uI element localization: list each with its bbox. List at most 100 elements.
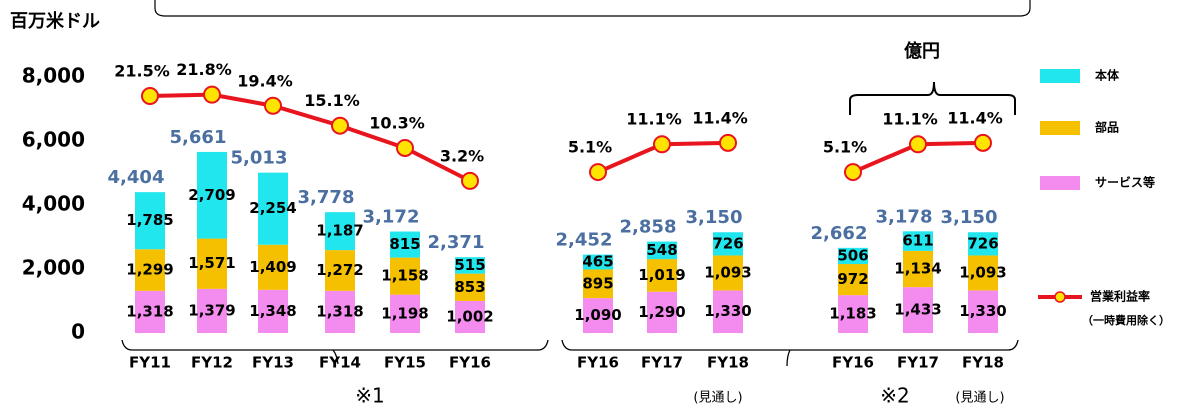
- total-label: 3,150: [686, 207, 743, 228]
- x-tick-label: FY16: [449, 354, 491, 372]
- x-tick-label: FY18: [962, 354, 1004, 372]
- x-tick-label: FY13: [252, 354, 294, 372]
- bar-segment: [713, 232, 743, 256]
- bracket: [849, 81, 1016, 115]
- segment-label: 895: [582, 274, 613, 292]
- annotation: ※2: [880, 384, 909, 408]
- bar-segment: [968, 290, 998, 333]
- total-label: 4,404: [108, 167, 165, 188]
- segment-label: 1,785: [126, 211, 173, 229]
- segment-label: 1,299: [126, 261, 173, 279]
- y-tick-label: 4,000: [22, 192, 85, 216]
- bar-segment: [968, 255, 998, 291]
- annotation: (見通し): [693, 391, 742, 406]
- margin-marker: [461, 171, 479, 190]
- bracket: [332, 349, 339, 365]
- bar-segment: [903, 231, 933, 251]
- bar-segment: [325, 290, 355, 333]
- bar-segment: [197, 238, 227, 289]
- margin-label: 21.5%: [114, 62, 170, 81]
- segment-label: 1,093: [704, 263, 751, 281]
- legend-swatch: [1040, 176, 1080, 190]
- bar-segment: [197, 151, 227, 239]
- legend-label: 本体: [1095, 68, 1120, 83]
- x-tick-label: FY14: [319, 354, 361, 372]
- segment-label: 1,433: [894, 301, 941, 319]
- bar-segment: [838, 247, 868, 265]
- segment-label: 1,272: [316, 261, 363, 279]
- bar-segment: [713, 290, 743, 333]
- bar-segment: [713, 255, 743, 291]
- bar-segment: [455, 257, 485, 274]
- total-label: 3,778: [298, 187, 355, 208]
- total-label: 2,858: [620, 217, 677, 238]
- segment-label: 1,318: [126, 302, 173, 320]
- margin-marker: [589, 163, 607, 182]
- bar-segment: [583, 298, 613, 333]
- bar-segment: [647, 259, 677, 292]
- segment-label: 1,318: [316, 302, 363, 320]
- margin-marker: [844, 163, 862, 182]
- bar-segment: [258, 244, 288, 290]
- total-label: 2,662: [811, 223, 868, 244]
- bar-segment: [258, 289, 288, 333]
- bar-segment: [325, 212, 355, 251]
- segment-label: 1,187: [316, 222, 363, 240]
- margin-marker: [203, 85, 221, 104]
- bar-segment: [455, 300, 485, 333]
- total-label: 2,371: [428, 232, 485, 253]
- margin-line: [149, 92, 471, 183]
- segment-label: 2,254: [249, 199, 296, 217]
- segment-label: 1,290: [638, 303, 685, 321]
- segment-label: 2,709: [188, 186, 235, 204]
- annotation: 億円: [904, 40, 940, 62]
- segment-label: 465: [582, 253, 613, 271]
- segment-label: 815: [389, 235, 420, 253]
- bar-segment: [390, 294, 420, 333]
- segment-label: 853: [454, 278, 485, 296]
- annotation: (見通し): [955, 391, 1004, 406]
- bar-segment: [838, 264, 868, 296]
- total-label: 5,661: [170, 127, 227, 148]
- x-tick-label: FY17: [897, 354, 939, 372]
- total-label: 2,452: [556, 230, 613, 251]
- legend-label: 営業利益率: [1090, 289, 1150, 304]
- bar-segment: [197, 288, 227, 333]
- margin-marker: [264, 96, 282, 115]
- segment-label: 611: [902, 232, 933, 250]
- x-tick-label: FY16: [832, 354, 874, 372]
- bracket: [561, 339, 1019, 351]
- x-tick-label: FY15: [384, 354, 426, 372]
- x-tick-label: FY16: [577, 354, 619, 372]
- segment-label: 1,409: [249, 258, 296, 276]
- segment-label: 726: [967, 234, 998, 252]
- x-tick-label: FY11: [129, 354, 171, 372]
- x-tick-label: FY12: [191, 354, 233, 372]
- segment-label: 1,571: [188, 254, 235, 272]
- margin-marker: [331, 116, 349, 135]
- total-label: 3,178: [876, 206, 933, 227]
- y-axis-unit: 百万米ドル: [10, 10, 100, 32]
- margin-marker: [653, 135, 671, 154]
- margin-label: 11.1%: [882, 110, 938, 129]
- margin-marker: [141, 87, 159, 106]
- bar-segment: [647, 241, 677, 260]
- segment-label: 1,183: [829, 305, 876, 323]
- bar-segment: [838, 295, 868, 333]
- legend-note: （一時費用除く）: [1082, 313, 1170, 327]
- bar-segment: [583, 269, 613, 299]
- segment-label: 548: [646, 241, 677, 259]
- bar-segment: [390, 257, 420, 295]
- x-tick-label: FY17: [641, 354, 683, 372]
- bar-segment: [968, 232, 998, 256]
- bar-segment: [135, 249, 165, 291]
- margin-marker: [719, 133, 737, 152]
- bar-segment: [325, 250, 355, 291]
- total-label: 5,013: [231, 148, 288, 169]
- segment-label: 1,348: [249, 302, 296, 320]
- bracket: [121, 339, 549, 351]
- segment-label: 1,002: [446, 307, 493, 325]
- segment-label: 1,198: [381, 304, 428, 322]
- margin-label: 10.3%: [369, 113, 425, 132]
